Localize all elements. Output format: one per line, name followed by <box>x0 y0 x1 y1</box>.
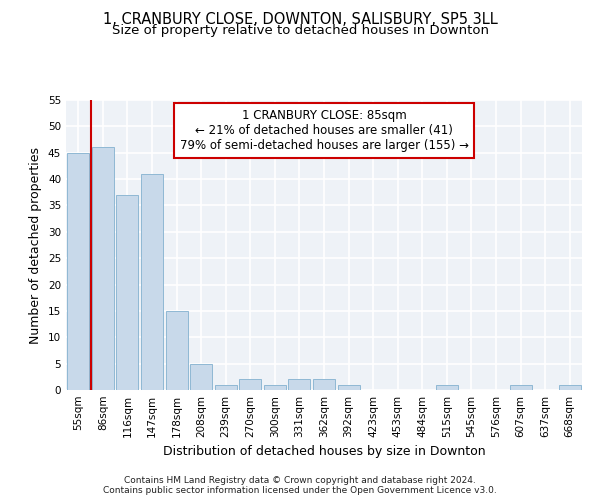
Bar <box>509 384 532 390</box>
X-axis label: Distribution of detached houses by size in Downton: Distribution of detached houses by size … <box>163 446 485 458</box>
Bar <box>559 384 581 390</box>
Bar <box>215 384 237 390</box>
Bar <box>264 384 286 390</box>
Bar <box>436 384 458 390</box>
Bar <box>116 195 139 390</box>
Bar <box>141 174 163 390</box>
Y-axis label: Number of detached properties: Number of detached properties <box>29 146 43 344</box>
Bar <box>92 148 114 390</box>
Text: 1, CRANBURY CLOSE, DOWNTON, SALISBURY, SP5 3LL: 1, CRANBURY CLOSE, DOWNTON, SALISBURY, S… <box>103 12 497 28</box>
Bar <box>313 380 335 390</box>
Bar <box>239 380 262 390</box>
Bar <box>166 311 188 390</box>
Text: 1 CRANBURY CLOSE: 85sqm
← 21% of detached houses are smaller (41)
79% of semi-de: 1 CRANBURY CLOSE: 85sqm ← 21% of detache… <box>179 108 469 152</box>
Bar <box>67 152 89 390</box>
Bar <box>338 384 359 390</box>
Bar <box>289 380 310 390</box>
Text: Contains HM Land Registry data © Crown copyright and database right 2024.
Contai: Contains HM Land Registry data © Crown c… <box>103 476 497 495</box>
Bar <box>190 364 212 390</box>
Text: Size of property relative to detached houses in Downton: Size of property relative to detached ho… <box>112 24 488 37</box>
